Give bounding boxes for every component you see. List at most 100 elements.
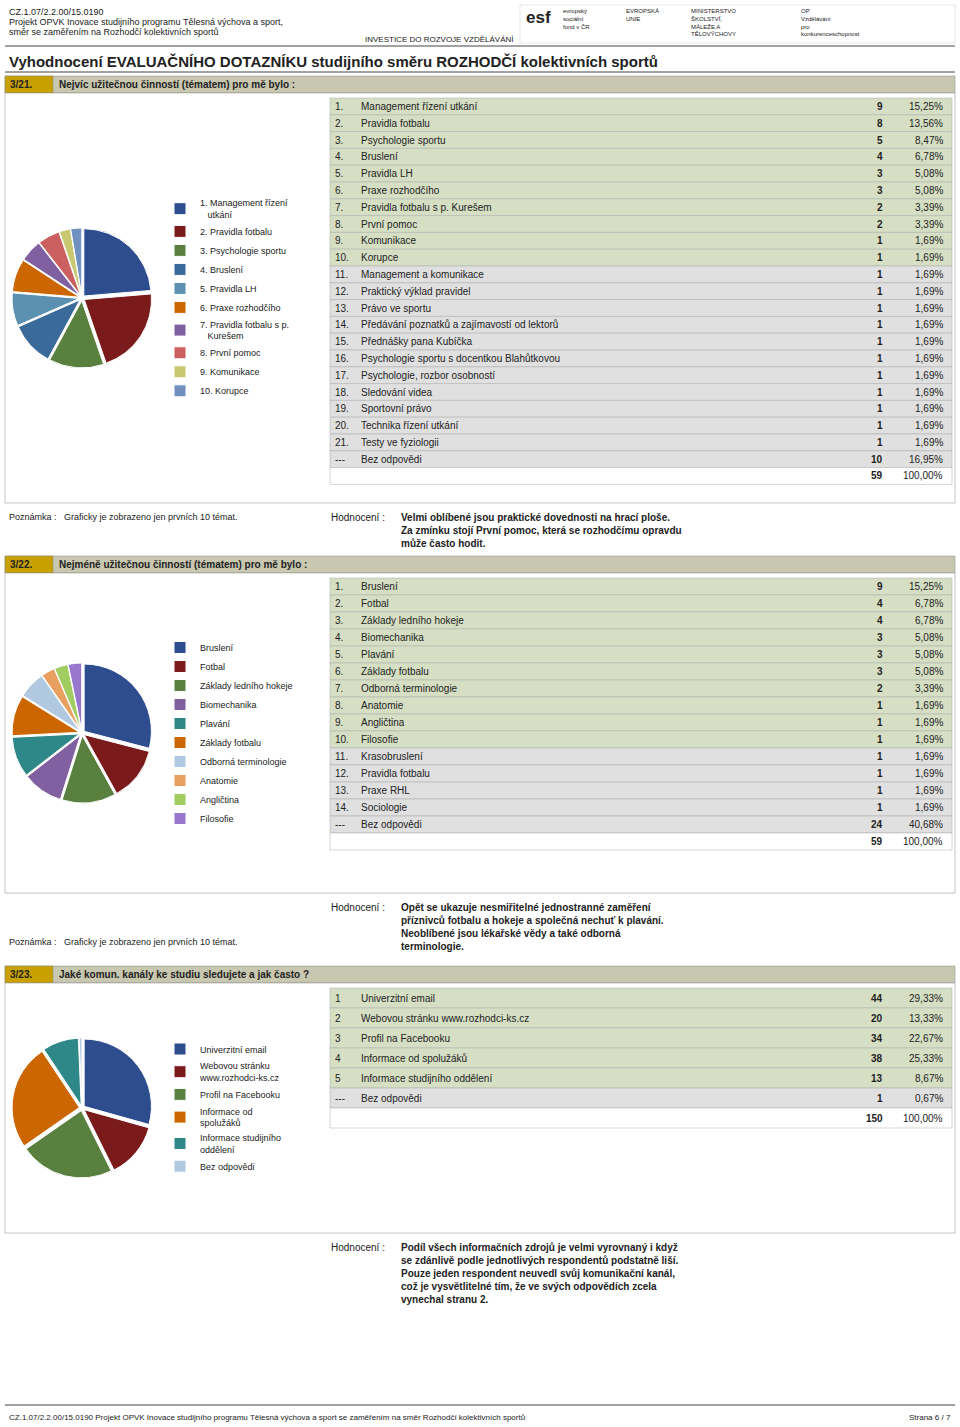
svg-text:8,67%: 8,67% (915, 1073, 943, 1084)
svg-text:2.: 2. (335, 598, 343, 609)
svg-text:29,33%: 29,33% (909, 993, 943, 1004)
svg-text:5. Pravidla LH: 5. Pravidla LH (200, 284, 257, 294)
svg-text:Sociologie: Sociologie (361, 802, 408, 813)
svg-text:Bez odpovědi: Bez odpovědi (361, 1093, 422, 1104)
svg-text:59: 59 (871, 470, 883, 481)
svg-text:1,69%: 1,69% (915, 319, 943, 330)
svg-text:5,08%: 5,08% (915, 185, 943, 196)
svg-text:---: --- (335, 1093, 345, 1104)
svg-text:8.: 8. (335, 700, 343, 711)
svg-text:2: 2 (877, 683, 883, 694)
svg-text:1,69%: 1,69% (915, 768, 943, 779)
svg-text:11.: 11. (335, 751, 348, 762)
svg-text:4.: 4. (335, 151, 343, 162)
svg-text:Pravidla fotbalu: Pravidla fotbalu (361, 118, 430, 129)
svg-text:Angličtina: Angličtina (200, 795, 239, 805)
svg-text:Pravidla LH: Pravidla LH (361, 168, 413, 179)
svg-text:1: 1 (877, 370, 883, 381)
svg-text:Testy ve fyziologii: Testy ve fyziologii (361, 437, 439, 448)
svg-text:Filosofie: Filosofie (200, 814, 234, 824)
svg-text:1,69%: 1,69% (915, 370, 943, 381)
svg-text:Praktický výklad pravidel: Praktický výklad pravidel (361, 286, 470, 297)
svg-text:1,69%: 1,69% (915, 420, 943, 431)
svg-text:14.: 14. (335, 802, 349, 813)
svg-text:3: 3 (877, 168, 883, 179)
svg-text:---: --- (335, 454, 345, 465)
svg-text:Technika řízení utkání: Technika řízení utkání (361, 420, 458, 431)
svg-text:Bez odpovědi: Bez odpovědi (361, 454, 422, 465)
svg-text:13.: 13. (335, 785, 349, 796)
svg-text:Přednášky pana Kubíčka: Přednášky pana Kubíčka (361, 336, 473, 347)
svg-text:Fotbal: Fotbal (200, 662, 225, 672)
svg-text:Nejméně užitečnou činností (té: Nejméně užitečnou činností (tématem) pro… (59, 559, 307, 570)
svg-text:Odborná terminologie: Odborná terminologie (361, 683, 458, 694)
svg-text:5,08%: 5,08% (915, 666, 943, 677)
svg-text:1,69%: 1,69% (915, 717, 943, 728)
svg-text:Plavání: Plavání (200, 719, 231, 729)
svg-text:2. Pravidla fotbalu: 2. Pravidla fotbalu (200, 227, 272, 237)
svg-text:1: 1 (877, 319, 883, 330)
svg-text:10.: 10. (335, 252, 349, 263)
svg-text:Biomechanika: Biomechanika (200, 700, 257, 710)
svg-text:5: 5 (335, 1073, 341, 1084)
svg-text:19.: 19. (335, 403, 349, 414)
svg-text:Krasobruslení: Krasobruslení (361, 751, 423, 762)
svg-text:1: 1 (877, 751, 883, 762)
svg-text:4: 4 (335, 1053, 341, 1064)
svg-text:4: 4 (877, 598, 883, 609)
svg-text:1: 1 (877, 700, 883, 711)
svg-text:Fotbal: Fotbal (361, 598, 389, 609)
svg-text:Velmi oblíbené jsou praktické: Velmi oblíbené jsou praktické dovednosti… (401, 512, 682, 549)
svg-text:1: 1 (877, 785, 883, 796)
svg-text:8. První pomoc: 8. První pomoc (200, 348, 261, 358)
svg-text:1,69%: 1,69% (915, 286, 943, 297)
svg-text:1,69%: 1,69% (915, 387, 943, 398)
svg-text:1. Management řízení utkání: 1. Management řízení utkání (200, 198, 288, 220)
svg-text:Pravidla fotbalu s p. Kurešem: Pravidla fotbalu s p. Kurešem (361, 202, 492, 213)
svg-text:3: 3 (877, 649, 883, 660)
svg-text:Základy ledního hokeje: Základy ledního hokeje (200, 681, 293, 691)
svg-text:Hodnocení :: Hodnocení : (331, 902, 385, 913)
svg-text:3: 3 (877, 632, 883, 643)
svg-text:6.: 6. (335, 185, 343, 196)
svg-text:1: 1 (877, 269, 883, 280)
svg-text:Profil na Facebooku: Profil na Facebooku (200, 1090, 280, 1100)
svg-text:Korupce: Korupce (361, 252, 399, 263)
svg-text:4: 4 (877, 151, 883, 162)
svg-text:1,69%: 1,69% (915, 751, 943, 762)
svg-text:10. Korupce: 10. Korupce (200, 386, 249, 396)
svg-text:1.: 1. (335, 101, 343, 112)
svg-text:Jaké komun. kanály ke studiu s: Jaké komun. kanály ke studiu sledujete a… (59, 969, 309, 980)
svg-text:1,69%: 1,69% (915, 336, 943, 347)
svg-text:34: 34 (871, 1033, 883, 1044)
svg-text:1,69%: 1,69% (915, 252, 943, 263)
svg-text:20.: 20. (335, 420, 349, 431)
svg-text:100,00%: 100,00% (903, 470, 943, 481)
svg-text:1: 1 (877, 734, 883, 745)
svg-text:1: 1 (877, 303, 883, 314)
svg-text:Biomechanika: Biomechanika (361, 632, 424, 643)
svg-text:1: 1 (335, 993, 341, 1004)
svg-text:3/23.: 3/23. (10, 969, 32, 980)
svg-text:EVROPSKÁUNIE: EVROPSKÁUNIE (626, 8, 659, 22)
svg-text:Psychologie sportu: Psychologie sportu (361, 135, 446, 146)
svg-text:15,25%: 15,25% (909, 581, 943, 592)
svg-text:1: 1 (877, 353, 883, 364)
svg-text:44: 44 (871, 993, 883, 1004)
svg-text:2: 2 (335, 1013, 341, 1024)
svg-text:Pravidla fotbalu: Pravidla fotbalu (361, 768, 430, 779)
svg-text:Psychologie, rozbor osobností: Psychologie, rozbor osobností (361, 370, 495, 381)
svg-text:3,39%: 3,39% (915, 202, 943, 213)
svg-text:0,67%: 0,67% (915, 1093, 943, 1104)
svg-text:6,78%: 6,78% (915, 151, 943, 162)
svg-text:9.: 9. (335, 235, 343, 246)
svg-text:1,69%: 1,69% (915, 700, 943, 711)
svg-text:Základy ledního hokeje: Základy ledního hokeje (361, 615, 464, 626)
svg-text:7.: 7. (335, 202, 343, 213)
svg-text:1: 1 (877, 768, 883, 779)
svg-text:1: 1 (877, 717, 883, 728)
svg-text:Komunikace: Komunikace (361, 235, 416, 246)
svg-text:21.: 21. (335, 437, 349, 448)
svg-text:1,69%: 1,69% (915, 734, 943, 745)
svg-text:3.: 3. (335, 135, 343, 146)
